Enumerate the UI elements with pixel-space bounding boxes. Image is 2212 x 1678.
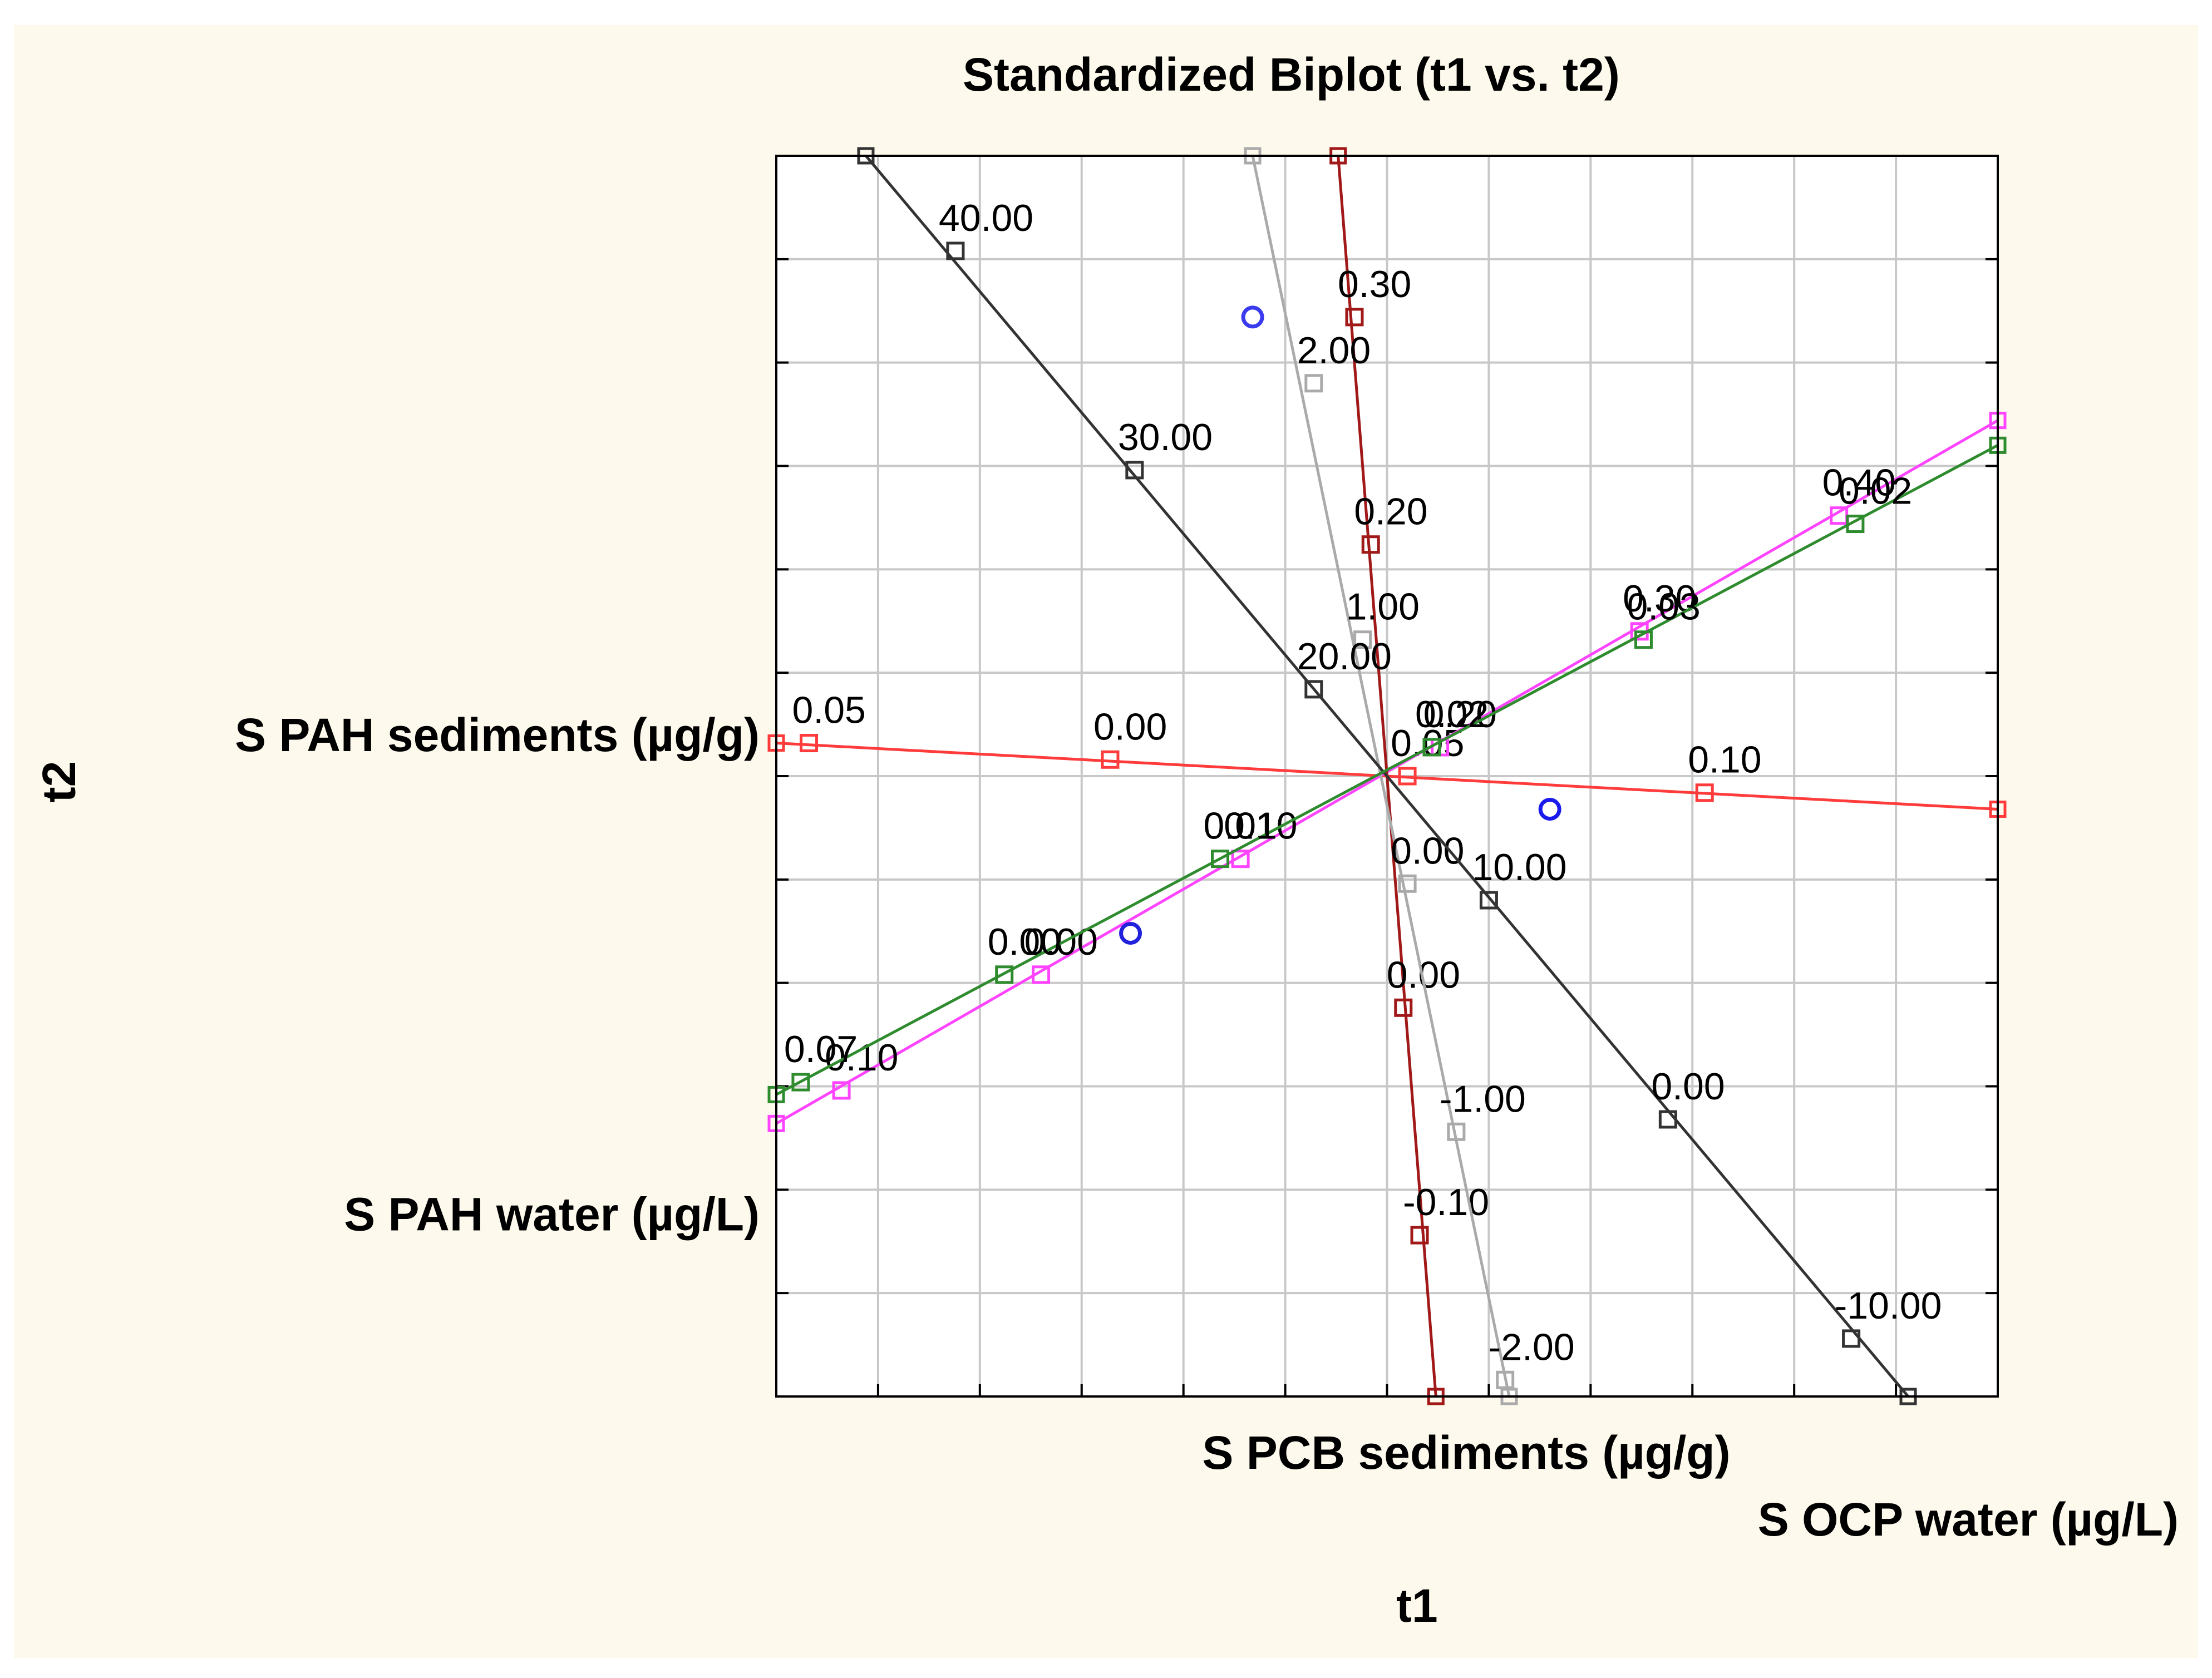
observation-point [1119, 921, 1142, 945]
vector-tick-label: 0.00 [1387, 954, 1460, 996]
vector-tick-marker [1658, 1110, 1677, 1129]
variable-vectors: 0.05 0.00 0.05 0.10 0.10 0.00 0.10 0.20 0.30 0.40… [767, 147, 2007, 1405]
y-axis-title: t2 [33, 761, 85, 803]
chart-panel: 0.05 0.00 0.05 0.10 0.10 0.00 0.10 0.20 0.30 0.40… [14, 25, 2198, 1658]
vector-tick-label: 0.00 [1391, 830, 1464, 872]
vector-tick-marker [1846, 515, 1865, 534]
vector-tick-label: 20.00 [1297, 635, 1392, 678]
variable-name-label: S PAH sediments (µg/g) [235, 709, 760, 761]
vector-tick-label: 30.00 [1118, 416, 1213, 458]
vector-tick-label: 0.00 [988, 921, 1061, 963]
vector-tick-marker [1304, 374, 1323, 393]
variable-name-label: S PCB sediments (µg/g) [1202, 1427, 1730, 1479]
vector-1: 0.100.000.100.200.300.40 [767, 412, 2007, 1132]
vector-tick-marker [1447, 1122, 1466, 1141]
vector-tick-marker [1361, 535, 1380, 554]
vector-tick-marker [1101, 750, 1120, 769]
vector-line [775, 444, 1999, 1096]
vector-3: 2.00 1.00 0.00 -1.00 -2.00 [1244, 147, 1575, 1405]
vector-tick-label: 0.02 [1415, 693, 1489, 736]
vector-tick-marker [832, 1081, 851, 1100]
vector-tick-marker [1398, 767, 1417, 786]
vector-tick-marker [1496, 1370, 1515, 1389]
vector-tick-label: 0.02 [1839, 470, 1912, 512]
chart-title: Standardized Biplot (t1 vs. t2) [963, 48, 1620, 101]
vector-tick-label: 0.00 [1651, 1065, 1725, 1108]
grid [776, 156, 1998, 1396]
vector-tick-marker [946, 241, 965, 260]
observation-point [1241, 305, 1264, 329]
vector-tick-marker [1211, 850, 1230, 868]
vector-tick-marker [1032, 965, 1051, 984]
vector-tick-label: 0.30 [1338, 263, 1411, 305]
vector-tick-label: 1.00 [1346, 586, 1420, 628]
vector-tick-marker [1695, 783, 1714, 802]
vector-tick-marker [1345, 308, 1364, 327]
vector-tick-label: 0.20 [1354, 491, 1427, 533]
biplot-svg: 0.05 0.00 0.05 0.10 0.10 0.00 0.10 0.20 0.30 0.40… [33, 48, 2179, 1632]
vector-tick-label: 0.07 [784, 1028, 858, 1070]
vector-tick-label: 0.10 [1688, 739, 1761, 781]
vector-tick-marker [1231, 850, 1250, 868]
plot-frame [775, 155, 1999, 1398]
vector-tick-label: -10.00 [1835, 1285, 1942, 1327]
vector-tick-marker [1479, 891, 1498, 910]
vector-tick-marker [995, 965, 1014, 984]
vector-tick-label: 2.00 [1297, 329, 1371, 372]
observation-points [1119, 305, 1561, 945]
vector-tick-label: 0.01 [1204, 805, 1277, 847]
vector-tick-label: 0.05 [1391, 722, 1464, 764]
variable-names: S PAH sediments (µg/g) S PAH water (µg/L)… [235, 709, 2179, 1546]
vector-tick-label: 0.00 [1093, 705, 1167, 748]
vector-tick-label: 0.03 [1627, 586, 1700, 628]
observation-point [1538, 797, 1561, 821]
vector-tick-marker [1125, 461, 1144, 480]
variable-name-label: S OCP water (µg/L) [1758, 1493, 2179, 1546]
vector-tick-label: 0.20 [1423, 693, 1497, 736]
vector-tick-marker [1353, 630, 1372, 649]
x-axis-title: t1 [1396, 1580, 1438, 1632]
vector-line [1251, 155, 1511, 1397]
vector-tick-marker [1634, 630, 1653, 649]
variable-name-label: S PAH water (µg/L) [344, 1188, 760, 1241]
vector-tick-label: 0.05 [792, 689, 866, 732]
vector-tick-marker [1422, 738, 1441, 757]
vector-tick-marker [1842, 1329, 1861, 1348]
vector-line [865, 155, 1909, 1398]
vector-tick-marker [791, 1073, 810, 1092]
vector-tick-label: 0.10 [1224, 805, 1297, 847]
vector-0: 0.05 0.00 0.05 0.10 [767, 689, 2007, 818]
vector-5: 0.07 0.00 0.01 0.02 0.03 0.02 [767, 436, 2007, 1103]
vector-tick-marker [1410, 1226, 1429, 1245]
vector-tick-label: 0.40 [1822, 462, 1896, 504]
vector-tick-label: 40.00 [939, 197, 1033, 239]
vector-tick-label: -2.00 [1489, 1326, 1575, 1368]
vector-tick-marker [1394, 998, 1413, 1017]
vector-tick-marker [800, 734, 819, 753]
vector-tick-label: -1.00 [1440, 1078, 1526, 1120]
vector-tick-marker [1304, 680, 1323, 699]
vector-tick-label: 0.10 [825, 1037, 898, 1079]
vector-tick-label: 10.00 [1472, 846, 1566, 889]
vector-tick-label: -0.10 [1403, 1181, 1489, 1223]
vector-tick-marker [1398, 874, 1417, 893]
